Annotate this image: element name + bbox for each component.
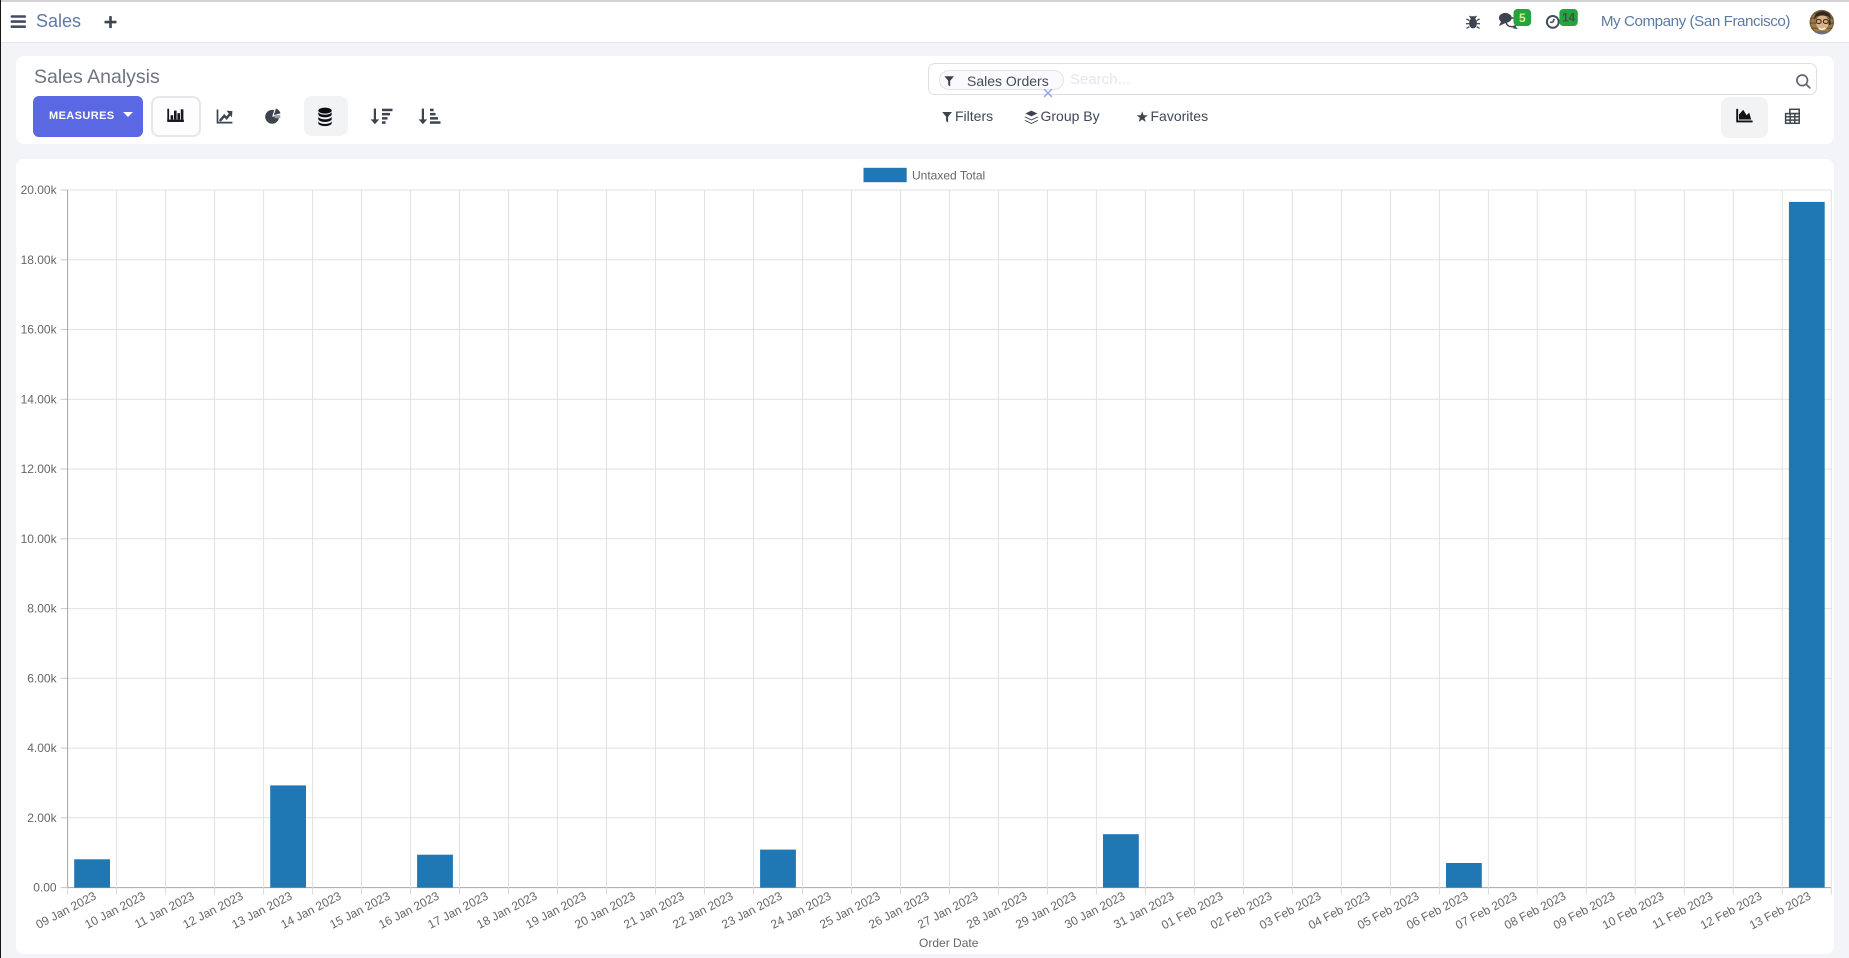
svg-text:6.00k: 6.00k [27, 671, 57, 685]
svg-text:4.00k: 4.00k [27, 741, 57, 755]
svg-text:8.00k: 8.00k [27, 602, 57, 616]
svg-text:18.00k: 18.00k [21, 253, 58, 267]
svg-text:10.00k: 10.00k [21, 532, 58, 546]
svg-text:2.00k: 2.00k [27, 811, 57, 825]
svg-text:12.00k: 12.00k [21, 462, 58, 476]
svg-text:14: 14 [1562, 13, 1575, 25]
svg-text:Untaxed Total: Untaxed Total [912, 168, 985, 182]
svg-text:5: 5 [1519, 11, 1526, 25]
svg-text:Order Date: Order Date [919, 936, 979, 950]
svg-text:14.00k: 14.00k [21, 392, 58, 406]
svg-text:0.00: 0.00 [33, 881, 57, 895]
svg-text:16.00k: 16.00k [21, 323, 58, 337]
svg-text:20.00k: 20.00k [21, 183, 58, 197]
